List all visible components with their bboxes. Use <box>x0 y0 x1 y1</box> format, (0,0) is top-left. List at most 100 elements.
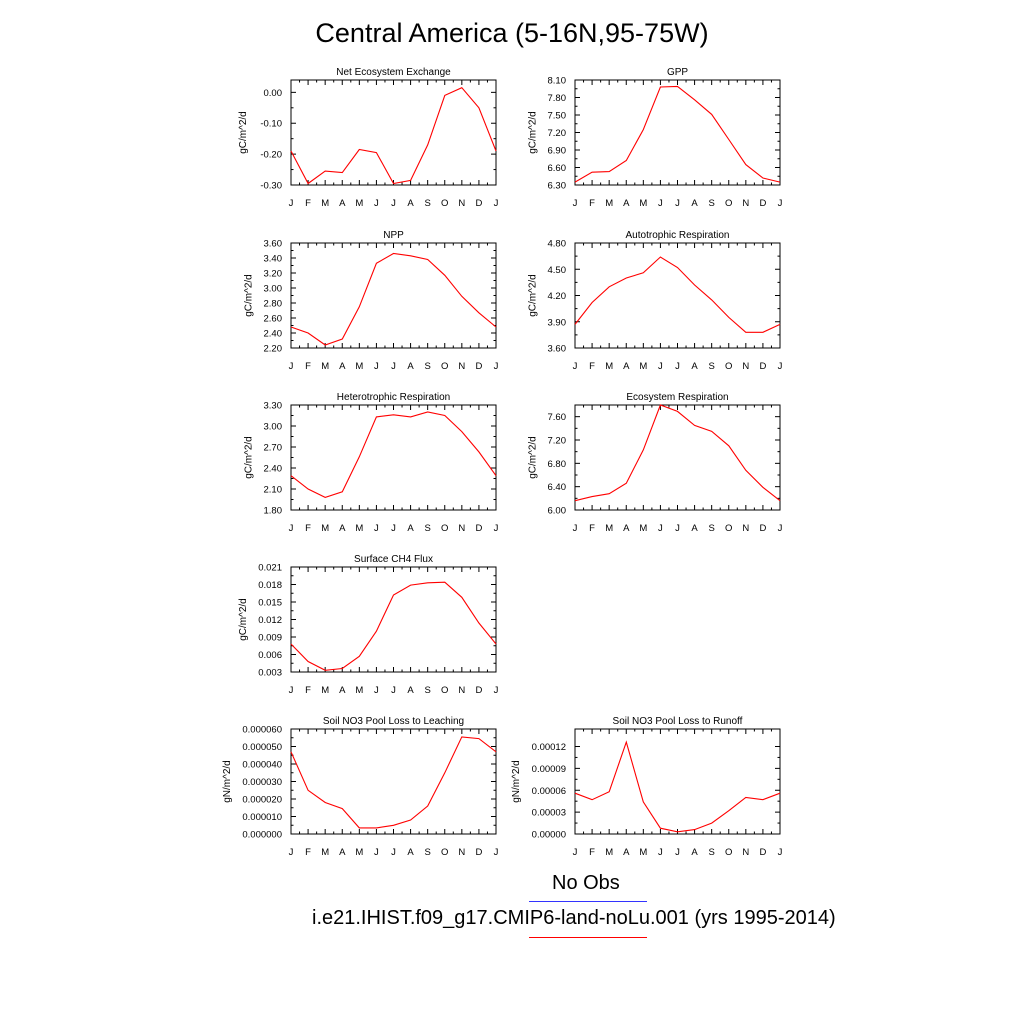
panel-title: NPP <box>383 230 404 241</box>
x-tick-label: S <box>708 523 714 534</box>
series-line <box>574 85 781 183</box>
y-tick-label: 3.00 <box>264 422 283 433</box>
x-tick-label: N <box>458 847 465 858</box>
x-tick-label: A <box>623 361 630 372</box>
x-tick-label: D <box>475 685 482 696</box>
y-tick-label: 2.40 <box>264 329 283 340</box>
x-tick-label: D <box>759 847 766 858</box>
x-tick-label: A <box>407 847 414 858</box>
x-tick-label: M <box>605 198 613 209</box>
x-tick-label: N <box>458 198 465 209</box>
x-tick-label: O <box>725 198 732 209</box>
x-tick-label: A <box>407 685 414 696</box>
panel-title: Surface CH4 Flux <box>354 554 433 565</box>
x-tick-label: J <box>494 685 499 696</box>
legend-model-label: i.e21.IHIST.f09_g17.CMIP6-land-noLu.001 … <box>312 907 836 929</box>
x-tick-label: N <box>742 523 749 534</box>
x-tick-label: J <box>494 361 499 372</box>
x-tick-label: S <box>424 523 430 534</box>
y-axis-label: gC/m^2/d <box>243 436 254 479</box>
x-tick-label: J <box>374 361 379 372</box>
y-tick-label: 0.003 <box>258 668 282 679</box>
y-tick-label: 0.000010 <box>242 812 282 823</box>
x-tick-label: M <box>355 847 363 858</box>
x-tick-label: N <box>742 847 749 858</box>
y-axis-label: gC/m^2/d <box>527 274 538 317</box>
x-tick-label: M <box>639 361 647 372</box>
y-tick-label: 0.00009 <box>532 764 566 775</box>
x-tick-label: F <box>589 361 595 372</box>
x-tick-label: M <box>355 361 363 372</box>
x-tick-label: A <box>623 198 630 209</box>
figure-title: Central America (5-16N,95-75W) <box>315 18 709 48</box>
x-tick-label: M <box>605 523 613 534</box>
x-tick-label: J <box>289 361 294 372</box>
series-line <box>290 87 497 185</box>
panel-title: Soil NO3 Pool Loss to Runoff <box>613 716 743 727</box>
x-tick-label: J <box>391 361 396 372</box>
x-tick-label: J <box>374 523 379 534</box>
y-tick-label: 2.40 <box>264 464 283 475</box>
x-tick-label: O <box>725 847 732 858</box>
y-axis-label: gC/m^2/d <box>238 111 249 154</box>
y-tick-label: 6.80 <box>548 459 567 470</box>
x-tick-label: N <box>458 523 465 534</box>
series-line <box>290 581 497 671</box>
y-axis-label: gC/m^2/d <box>527 111 538 154</box>
y-tick-label: 7.60 <box>548 412 567 423</box>
x-tick-label: N <box>458 685 465 696</box>
x-tick-label: A <box>691 523 698 534</box>
y-axis-label: gC/m^2/d <box>238 598 249 641</box>
x-tick-label: M <box>321 685 329 696</box>
y-tick-label: 0.009 <box>258 633 282 644</box>
y-tick-label: 6.00 <box>548 506 567 517</box>
y-tick-label: 0.000030 <box>242 777 282 788</box>
y-tick-label: 0.006 <box>258 650 282 661</box>
x-tick-label: J <box>289 523 294 534</box>
y-axis-label: gC/m^2/d <box>527 436 538 479</box>
y-tick-label: 0.018 <box>258 580 282 591</box>
x-tick-label: J <box>289 685 294 696</box>
plot-frame <box>290 404 497 511</box>
x-tick-label: O <box>725 361 732 372</box>
y-tick-label: 2.60 <box>264 314 283 325</box>
y-tick-label: 2.70 <box>264 443 283 454</box>
y-tick-label: 0.00006 <box>532 786 566 797</box>
x-tick-label: A <box>339 847 346 858</box>
x-tick-label: J <box>675 198 680 209</box>
x-tick-label: J <box>573 847 578 858</box>
y-tick-label: -0.30 <box>260 181 282 192</box>
panel-title: GPP <box>667 67 688 78</box>
x-tick-label: D <box>759 361 766 372</box>
series-line <box>290 411 497 498</box>
x-tick-label: F <box>305 685 311 696</box>
x-tick-label: S <box>424 685 430 696</box>
y-tick-label: 0.00012 <box>532 742 566 753</box>
plot-frame <box>290 728 497 835</box>
x-tick-label: A <box>623 523 630 534</box>
legend-model-line <box>529 937 647 938</box>
x-tick-label: A <box>691 361 698 372</box>
series-line <box>574 256 781 333</box>
y-tick-label: 0.00 <box>264 88 283 99</box>
series-line <box>574 740 781 833</box>
legend-obs-line <box>529 901 647 902</box>
x-tick-label: O <box>441 685 448 696</box>
x-tick-label: J <box>658 847 663 858</box>
x-tick-label: M <box>321 198 329 209</box>
x-tick-label: N <box>458 361 465 372</box>
y-tick-label: 1.80 <box>264 506 283 517</box>
y-tick-label: 7.50 <box>548 111 567 122</box>
x-tick-label: D <box>759 523 766 534</box>
x-tick-label: M <box>639 847 647 858</box>
x-tick-label: M <box>321 523 329 534</box>
panel-title: Heterotrophic Respiration <box>337 392 450 403</box>
plot-frame <box>574 728 781 835</box>
y-tick-label: 2.20 <box>264 344 283 355</box>
x-tick-label: J <box>778 523 783 534</box>
x-tick-label: J <box>573 198 578 209</box>
y-tick-label: 4.20 <box>548 291 567 302</box>
plot-frame <box>290 566 497 673</box>
